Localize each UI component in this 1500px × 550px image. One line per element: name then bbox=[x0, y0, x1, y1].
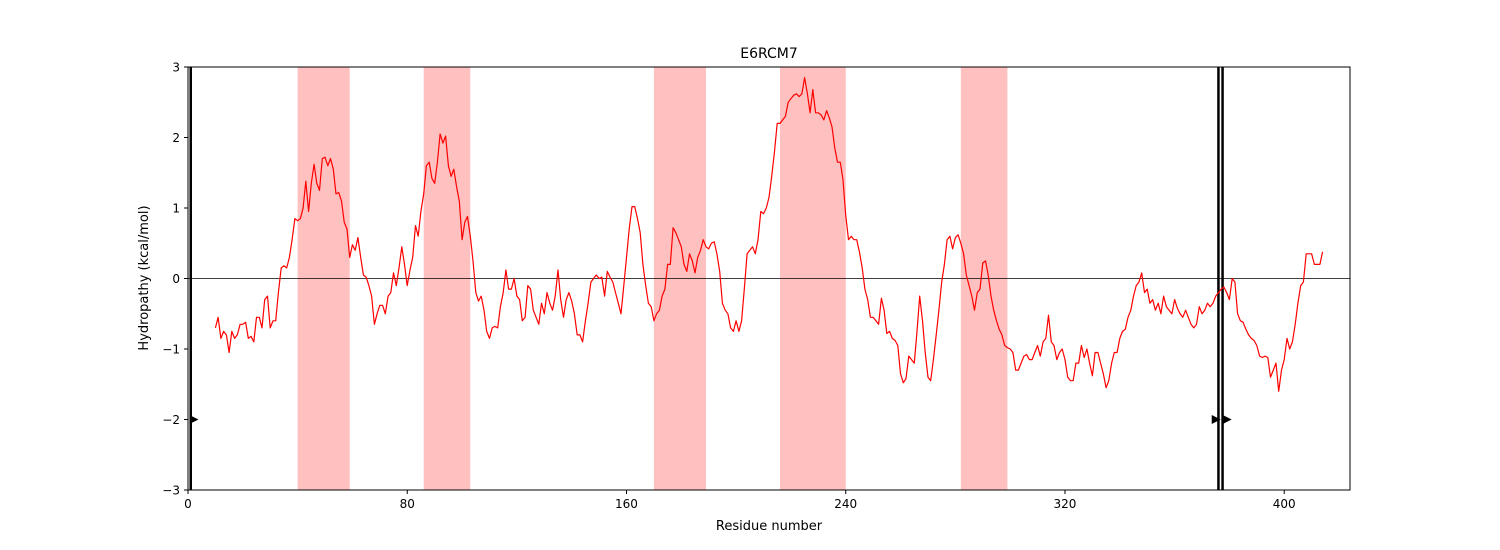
x-axis-label: Residue number bbox=[716, 519, 823, 534]
x-axis: 0 80 160 240 320 400 bbox=[184, 490, 1296, 511]
y-tick-label: 0 bbox=[172, 272, 180, 286]
arrow-markers bbox=[189, 415, 1232, 424]
x-tick-label: 240 bbox=[834, 497, 857, 511]
y-tick-label: 2 bbox=[172, 131, 180, 145]
hydropathy-line bbox=[214, 77, 1324, 392]
arrow-marker bbox=[189, 415, 199, 424]
y-tick-label: −3 bbox=[162, 484, 180, 498]
x-tick-label: 80 bbox=[400, 497, 415, 511]
y-tick-label: −2 bbox=[162, 413, 180, 427]
chart-title: E6RCM7 bbox=[740, 46, 798, 62]
arrow-marker bbox=[1211, 415, 1221, 424]
x-tick-label: 160 bbox=[615, 497, 638, 511]
x-tick-label: 320 bbox=[1054, 497, 1077, 511]
y-tick-label: 1 bbox=[172, 202, 180, 216]
y-axis: −3 −2 −1 0 1 2 3 bbox=[162, 61, 188, 498]
y-axis-label: Hydropathy (kcal/mol) bbox=[137, 205, 152, 350]
x-tick-label: 400 bbox=[1273, 497, 1296, 511]
y-tick-label: −1 bbox=[162, 343, 180, 357]
y-tick-label: 3 bbox=[172, 61, 180, 75]
x-tick-label: 0 bbox=[184, 497, 192, 511]
arrow-marker bbox=[1222, 415, 1232, 424]
